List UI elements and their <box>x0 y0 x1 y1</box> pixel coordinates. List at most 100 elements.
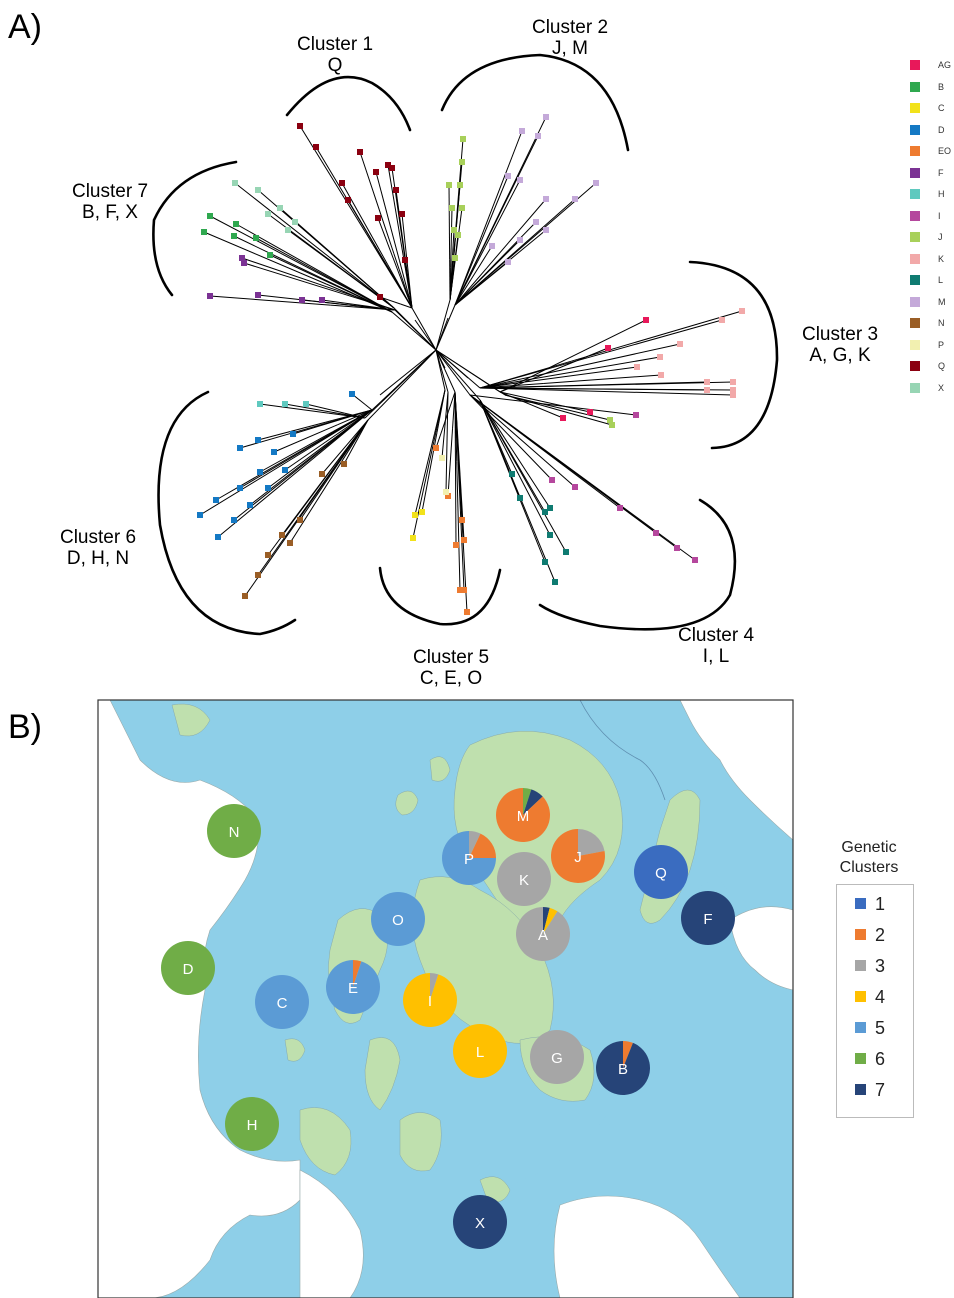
tip-m-2-0 <box>519 128 525 134</box>
tip-l-7-5 <box>563 549 569 555</box>
site-pie-q[interactable]: Q <box>634 845 688 899</box>
tip-x-16-3 <box>277 205 283 211</box>
tip-m-2-8 <box>533 219 539 225</box>
legend-swatch <box>910 146 920 156</box>
site-label: I <box>428 993 432 1010</box>
legend-swatch <box>910 318 920 328</box>
tip-l-7-3 <box>547 505 553 511</box>
tip-n-13-5 <box>265 552 271 558</box>
legend-label: M <box>938 296 946 307</box>
tip-j-1-0 <box>460 136 466 142</box>
site-label: N <box>229 824 240 841</box>
site-pie-n[interactable]: N <box>207 804 261 858</box>
legend-swatch <box>910 382 920 393</box>
tip-f-14-1 <box>255 292 261 298</box>
site-pie-l[interactable]: L <box>453 1024 507 1078</box>
tip-n-13-1 <box>341 461 347 467</box>
tip-d-11-8 <box>265 485 271 491</box>
cluster-3-arc <box>688 260 779 450</box>
site-pie-e[interactable]: E <box>326 960 381 1015</box>
site-pie-b[interactable]: B <box>596 1041 651 1096</box>
tip-l-7-6 <box>542 559 548 565</box>
site-label: P <box>464 851 474 868</box>
site-label: Q <box>655 865 667 882</box>
tip-f-14-0 <box>207 293 213 299</box>
tip-k-3-3 <box>657 354 663 360</box>
cluster-7-label: Cluster 7 B, F, X <box>71 181 149 223</box>
tip-i-6-2 <box>617 505 623 511</box>
tip-eo-8-0 <box>433 445 439 451</box>
pie-slice <box>453 1195 507 1249</box>
legend-label: Q <box>938 361 946 371</box>
pie-slice <box>543 907 558 934</box>
cluster-5-label: Cluster 5 C, E, O <box>412 647 490 689</box>
site-label: M <box>517 808 530 825</box>
tip-q-0-6 <box>389 165 395 171</box>
tip-j-5-1 <box>609 422 615 428</box>
site-pie-g[interactable]: G <box>530 1030 584 1084</box>
panel-a-label: A) <box>8 8 42 46</box>
site-pie-k[interactable]: K <box>497 852 551 906</box>
legend-label: P <box>938 339 945 350</box>
site-pie-j[interactable]: J <box>551 829 605 883</box>
site-pie-c[interactable]: C <box>255 975 309 1029</box>
site-pie-f[interactable]: F <box>681 891 735 945</box>
pie-slice <box>403 973 458 1027</box>
tip-l-7-0 <box>509 471 515 477</box>
tip-d-11-0 <box>349 391 355 397</box>
east-shore <box>679 700 793 841</box>
tip-eo-8-5 <box>461 587 467 593</box>
tip-c-9-0 <box>412 512 418 518</box>
tip-b-15-3 <box>231 233 237 239</box>
legend-label: K <box>938 253 945 264</box>
legend-label: D <box>938 124 945 135</box>
tip-m-2-1 <box>535 133 541 139</box>
site-pie-o[interactable]: O <box>371 892 425 946</box>
cluster-4-label: Cluster 4 I, L <box>677 625 755 667</box>
cluster-1-arc <box>285 75 412 132</box>
site-pie-p[interactable]: P <box>442 831 496 885</box>
tip-q-0-4 <box>345 197 351 203</box>
legend-label: B <box>938 81 945 92</box>
tip-eo-8-6 <box>464 609 470 615</box>
tip-h-12-0 <box>257 401 263 407</box>
tip-m-2-7 <box>593 180 599 186</box>
tip-k-3-2 <box>677 341 683 347</box>
panel-b-label: B) <box>8 708 42 746</box>
tip-m-2-5 <box>543 196 549 202</box>
tip-n-13-2 <box>297 517 303 523</box>
tip-k-3-6 <box>704 379 710 385</box>
tip-d-11-13 <box>215 534 221 540</box>
tip-x-16-1 <box>255 187 261 193</box>
site-pie-m[interactable]: M <box>496 788 550 842</box>
site-label: J <box>574 849 582 866</box>
cluster-legend-label: 7 <box>875 1080 886 1100</box>
tip-k-3-8 <box>704 387 710 393</box>
site-label: B <box>618 1061 628 1078</box>
genetic-clusters-title: Genetic Clusters <box>839 839 899 876</box>
tip-eo-8-4 <box>453 542 459 548</box>
site-pie-h[interactable]: H <box>225 1097 279 1151</box>
tip-n-13-3 <box>279 532 285 538</box>
tip-x-16-5 <box>292 219 298 225</box>
legend-swatch <box>910 232 920 242</box>
site-pie-d[interactable]: D <box>161 941 215 995</box>
legend-swatch <box>910 189 920 199</box>
tip-b-15-5 <box>267 252 273 258</box>
island-south-2 <box>399 1112 442 1172</box>
site-pie-a[interactable]: A <box>516 907 571 962</box>
pie-slice <box>225 1097 279 1151</box>
pie-slice <box>634 845 688 899</box>
site-pie-x[interactable]: X <box>453 1195 507 1249</box>
tip-q-0-8 <box>375 215 381 221</box>
tip-i-6-6 <box>633 412 639 418</box>
tip-m-2-9 <box>543 227 549 233</box>
tip-n-13-0 <box>319 471 325 477</box>
legend-swatch <box>910 339 920 350</box>
tip-b-15-4 <box>253 235 259 241</box>
legend-swatch <box>910 124 920 135</box>
site-pie-i[interactable]: I <box>403 973 458 1027</box>
cluster-3-label: Cluster 3 A, G, K <box>801 324 879 366</box>
tip-f-14-4 <box>239 255 245 261</box>
